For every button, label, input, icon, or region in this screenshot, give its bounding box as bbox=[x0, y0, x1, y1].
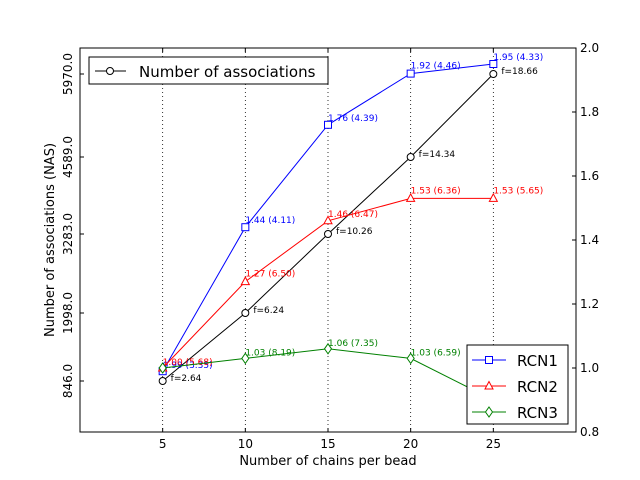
rcn3-data-label: 1.03 (8.19) bbox=[245, 348, 295, 358]
nas-point bbox=[489, 70, 498, 78]
rcn2-series: 1.00 (5.68) 1.27 (6.50) 1.46 (6.47) 1.53 (6… bbox=[157, 186, 543, 372]
legend-layer: Number of associations RCN1 RCN2 RCN3 bbox=[88, 56, 569, 425]
x-tick-label: 10 bbox=[238, 437, 253, 451]
nas-point bbox=[158, 377, 167, 385]
series-layer: f=2.64 f=6.24 f=10.26 f=14.34 f=18.66 0.99 (3… bbox=[157, 53, 543, 406]
rcn1-point bbox=[406, 69, 415, 78]
x-tick-label: 15 bbox=[320, 437, 335, 451]
rcn2-data-label: 1.53 (5.65) bbox=[493, 186, 543, 196]
rcn3-series: 1.03 (8.19) 1.06 (7.35) 1.03 (6.59) bbox=[158, 339, 498, 406]
rcn3-legend-marker bbox=[484, 406, 494, 418]
rcn2-point bbox=[323, 215, 333, 225]
x-tick-label: 20 bbox=[403, 437, 418, 451]
rcn1-data-label: 1.44 (4.11) bbox=[245, 216, 295, 226]
x-tick-label: 25 bbox=[486, 437, 501, 451]
rcn2-data-label: 1.00 (5.68) bbox=[163, 358, 213, 368]
rcn2-data-label: 1.27 (6.50) bbox=[245, 270, 295, 280]
rcn2-point bbox=[405, 192, 416, 202]
nas-data-label: f=2.64 bbox=[171, 374, 202, 384]
legend-top-label: Number of associations bbox=[139, 63, 316, 81]
y-axis-label-left: Number of associations (NAS) bbox=[43, 143, 58, 337]
legend-bottom-box bbox=[466, 344, 569, 425]
nas-series: f=2.64 f=6.24 f=10.26 f=14.34 f=18.66 bbox=[158, 67, 538, 385]
y-right-tick-label: 1.2 bbox=[580, 297, 599, 311]
rcn2-data-label: 1.53 (6.36) bbox=[411, 186, 461, 196]
rcn1-data-label: 1.76 (4.39) bbox=[328, 114, 378, 124]
y-right-tick-label: 1.8 bbox=[580, 105, 599, 119]
y-left-tick-label: 4589.0 bbox=[61, 136, 75, 178]
y-right-tick-label: 1.6 bbox=[580, 169, 599, 183]
nas-data-label: f=14.34 bbox=[419, 150, 456, 160]
y-right-tick-label: 1.0 bbox=[580, 361, 599, 375]
rcn1-data-label: 1.92 (4.46) bbox=[411, 62, 461, 72]
nas-data-label: f=6.24 bbox=[253, 306, 284, 316]
rcn3-legend-label: RCN3 bbox=[517, 404, 558, 422]
grid-layer bbox=[162, 48, 494, 432]
rcn3-point bbox=[406, 352, 415, 365]
rcn1-point bbox=[324, 120, 332, 129]
legend-top-marker bbox=[106, 67, 114, 75]
rcn1-point bbox=[241, 223, 250, 232]
y-left-tick-label: 846.0 bbox=[61, 364, 75, 398]
rcn2-point bbox=[240, 276, 251, 286]
y-left-tick-label: 3283.0 bbox=[61, 213, 75, 255]
y-right-tick-label: 1.4 bbox=[580, 233, 599, 247]
nas-data-label: f=10.26 bbox=[336, 227, 373, 237]
rcn3-data-label: 1.06 (7.35) bbox=[328, 339, 378, 349]
y-left-tick-label: 1998.0 bbox=[61, 292, 75, 334]
rcn1-legend-marker bbox=[485, 356, 493, 364]
rcn2-data-label: 1.46 (6.47) bbox=[328, 210, 378, 220]
rcn2-point bbox=[488, 192, 499, 202]
rcn1-data-label: 1.95 (4.33) bbox=[493, 53, 543, 63]
rcn3-point bbox=[323, 342, 333, 355]
rcn3-data-label: 1.03 (6.59) bbox=[411, 348, 461, 358]
rcn1-point bbox=[489, 60, 498, 68]
nas-data-label: f=18.66 bbox=[501, 67, 538, 77]
legend-top: Number of associations bbox=[88, 56, 329, 85]
y-right-tick-label: 0.8 bbox=[580, 425, 599, 439]
legend-top-box bbox=[88, 56, 329, 85]
rcn1-data-label: 0.99 (3.35) bbox=[163, 361, 213, 371]
rcn3-point bbox=[158, 362, 167, 374]
rcn1-legend-label: RCN1 bbox=[517, 352, 558, 370]
rcn2-legend-label: RCN2 bbox=[517, 378, 558, 396]
nas-point bbox=[406, 153, 415, 161]
axes-layer: 5 10 15 20 25 846.0 1998.0 3283.0 4589.0 5970.0 0.… bbox=[61, 41, 599, 451]
x-axis-label: Number of chains per bead bbox=[239, 454, 416, 469]
y-right-tick-label: 2.0 bbox=[580, 41, 599, 55]
legend-bottom: RCN1 RCN2 RCN3 bbox=[466, 344, 569, 425]
nas-point bbox=[241, 309, 250, 317]
rcn3-point bbox=[241, 352, 250, 365]
x-tick-label: 5 bbox=[159, 437, 167, 451]
y-left-tick-label: 5970.0 bbox=[61, 53, 75, 95]
nas-point bbox=[324, 230, 332, 238]
rcn2-legend-marker bbox=[484, 380, 494, 390]
